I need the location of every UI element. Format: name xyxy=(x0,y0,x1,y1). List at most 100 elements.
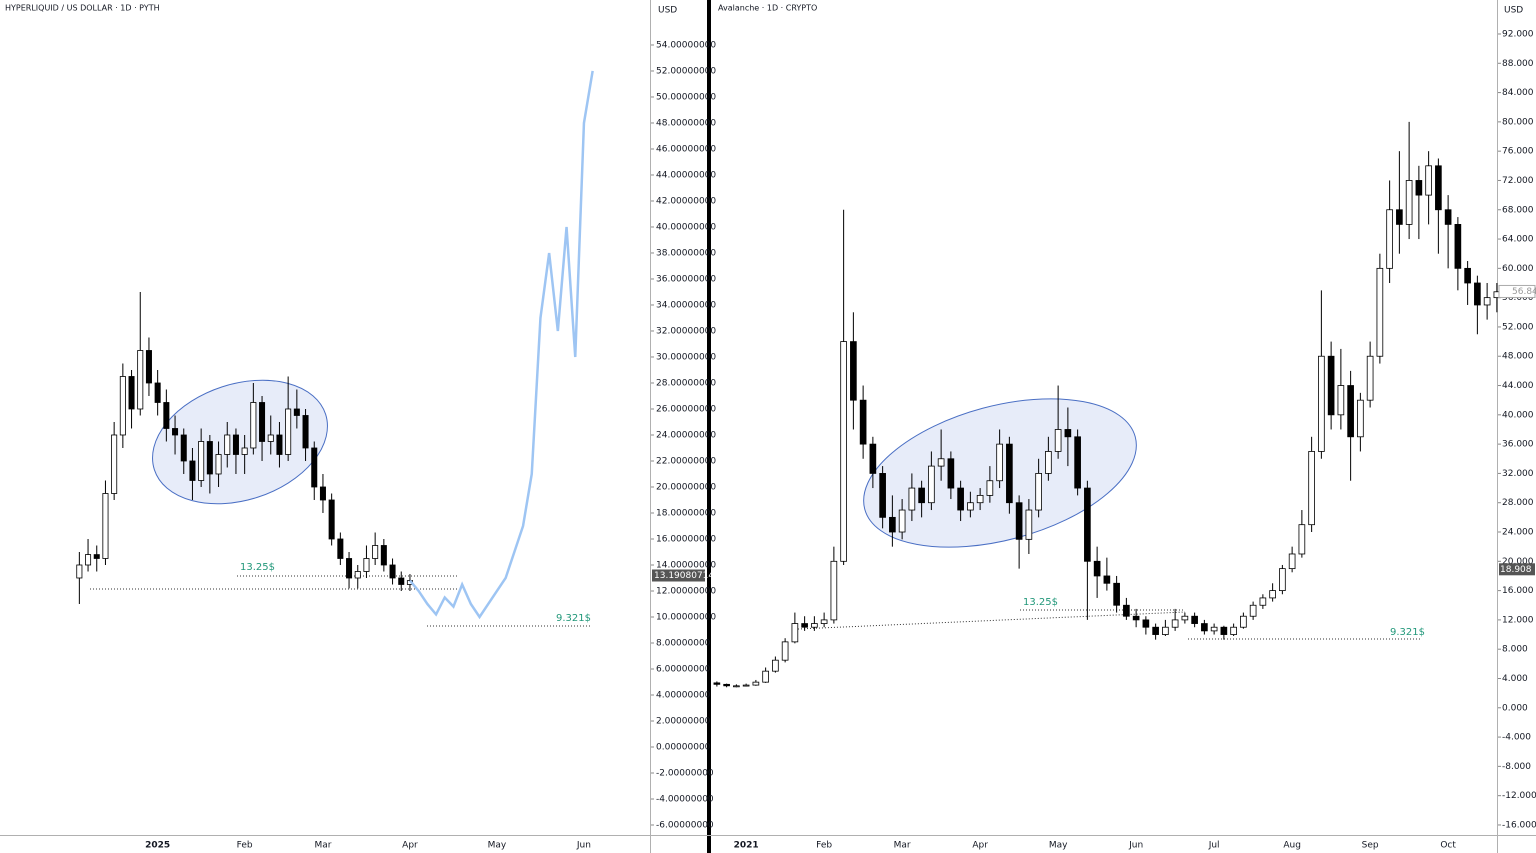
x-tick-label: 2025 xyxy=(145,841,170,851)
candle-body xyxy=(267,434,274,442)
candle-body xyxy=(372,545,379,559)
candle-body xyxy=(801,623,808,628)
y-tick-label: 44.00000000 xyxy=(656,170,716,180)
y-tick-label: 20.00000000 xyxy=(656,482,716,492)
candle-body xyxy=(811,623,818,628)
candle-body xyxy=(840,341,847,562)
y-tick-label: 20.000 xyxy=(1502,557,1534,567)
candle-body xyxy=(1366,355,1374,401)
last-price-label: 18.908 xyxy=(1500,565,1532,575)
y-tick-label: 68.000 xyxy=(1502,205,1534,215)
x-tick-label: Oct xyxy=(1440,841,1456,851)
y-tick-label: 14.00000000 xyxy=(656,560,716,570)
y-tick-label: 4.00000000 xyxy=(656,690,711,700)
candle-body xyxy=(1171,619,1179,628)
candle-body xyxy=(1162,626,1169,635)
candle-body xyxy=(742,684,750,687)
candle-body xyxy=(119,376,126,436)
pane-divider xyxy=(707,0,711,853)
candle-body xyxy=(319,486,326,501)
x-tick-label: Feb xyxy=(816,841,832,851)
candle-body xyxy=(967,502,974,511)
candle-body xyxy=(1230,626,1237,635)
y-tick-label: 52.000 xyxy=(1502,322,1534,332)
candle-body xyxy=(1415,180,1423,196)
price-marker-label: 56.845 xyxy=(1512,287,1536,297)
x-tick-label: 2021 xyxy=(734,841,759,851)
candle-body xyxy=(285,408,292,455)
y-tick-label: 48.000 xyxy=(1502,352,1534,362)
candle-body xyxy=(1093,560,1101,577)
y-tick-label: 80.000 xyxy=(1502,117,1534,127)
y-tick-label: 30.00000000 xyxy=(656,352,716,362)
candle-body xyxy=(363,558,370,572)
candle-body xyxy=(1064,429,1072,438)
candle-body xyxy=(947,458,955,489)
y-tick-label: 36.00000000 xyxy=(656,274,716,284)
y-tick-label: -6.00000000 xyxy=(656,820,714,830)
candle-body xyxy=(1483,297,1491,306)
candle-body xyxy=(180,434,187,462)
candle-body xyxy=(1201,623,1208,632)
x-tick-label: Jun xyxy=(1128,841,1143,851)
y-tick-label: 56.000 xyxy=(1502,293,1534,303)
candle-body xyxy=(879,473,886,518)
candle-body xyxy=(311,447,318,488)
candle-body xyxy=(1084,487,1091,562)
candle-body xyxy=(1015,502,1023,540)
x-tick-label: Mar xyxy=(314,841,331,851)
candle-body xyxy=(918,487,925,504)
candle-body xyxy=(1298,524,1306,555)
axis-unit: USD xyxy=(1504,6,1523,16)
candle-body xyxy=(293,408,300,416)
y-tick-label: 92.000 xyxy=(1502,29,1534,39)
candle-body xyxy=(1132,615,1140,621)
chart-title: Avalanche · 1D · CRYPTO xyxy=(718,4,817,13)
annotation: 9.321$ xyxy=(556,613,591,624)
y-tick-label: 52.00000000 xyxy=(656,66,716,76)
candle-body xyxy=(781,641,789,661)
x-tick-label: Feb xyxy=(237,841,253,851)
candle-body xyxy=(1220,626,1228,635)
candle-body xyxy=(869,443,877,474)
y-tick-label: 0.00000000 xyxy=(656,742,711,752)
candle-body xyxy=(1240,615,1247,628)
candle-body xyxy=(76,564,83,579)
candle-body xyxy=(1288,553,1296,570)
candle-body xyxy=(145,350,152,384)
y-tick-label: 12.000 xyxy=(1502,615,1534,625)
y-tick-label: 24.00000000 xyxy=(656,430,716,440)
candle-body xyxy=(957,487,964,511)
y-tick-label: 28.00000000 xyxy=(656,378,716,388)
candle-body xyxy=(1318,355,1325,452)
x-tick-label: Sep xyxy=(1362,841,1379,851)
candle-body xyxy=(189,460,196,481)
y-tick-label: 8.00000000 xyxy=(656,638,711,648)
y-tick-label: 60.000 xyxy=(1502,264,1534,274)
y-tick-label: 88.000 xyxy=(1502,59,1534,69)
y-tick-label: 42.00000000 xyxy=(656,196,716,206)
y-tick-label: 44.000 xyxy=(1502,381,1534,391)
candle-body xyxy=(1474,282,1481,306)
candle-body xyxy=(93,554,100,559)
y-tick-label: 18.00000000 xyxy=(656,508,716,518)
annotation: 13.25$ xyxy=(1023,597,1058,608)
y-tick-label: 84.000 xyxy=(1502,88,1534,98)
y-tick-label: 22.00000000 xyxy=(656,456,716,466)
x-tick-label: May xyxy=(1049,841,1068,851)
candle-body xyxy=(762,670,769,683)
candle-body xyxy=(1396,209,1403,225)
candle-body xyxy=(102,493,109,559)
candle-body xyxy=(1464,267,1471,284)
y-tick-label: 40.00000000 xyxy=(656,222,716,232)
x-tick-label: Jun xyxy=(576,841,591,851)
candle-body xyxy=(1269,590,1276,599)
candle-body xyxy=(889,516,896,533)
y-tick-label: 28.000 xyxy=(1502,498,1534,508)
candle-body xyxy=(302,415,309,449)
candle-body xyxy=(250,402,257,449)
y-tick-label: 46.00000000 xyxy=(656,144,716,154)
candle-body xyxy=(820,619,828,624)
candle-body xyxy=(1152,626,1159,635)
